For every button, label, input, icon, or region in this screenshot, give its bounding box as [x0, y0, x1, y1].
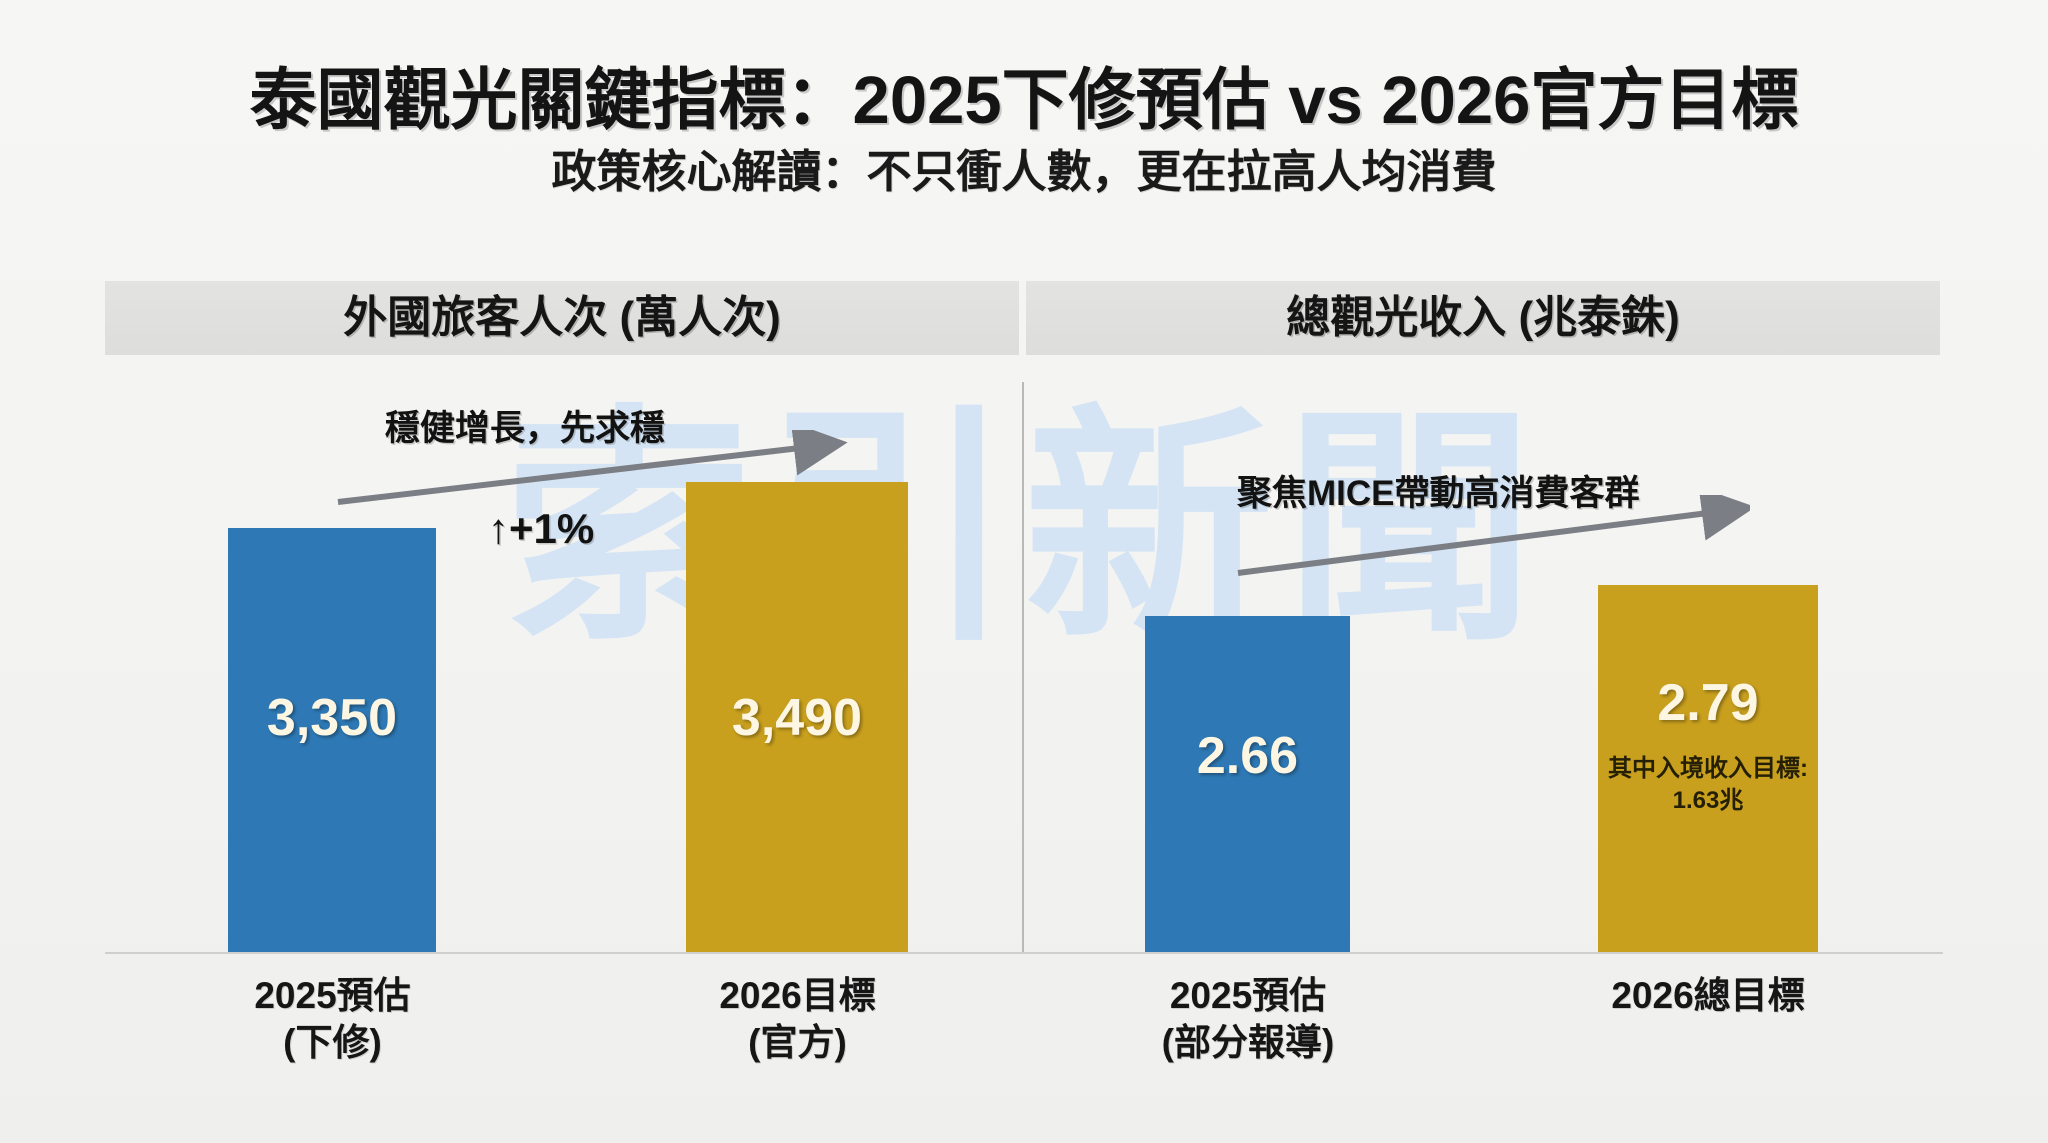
- bar-revenue-2026[interactable]: 2.79 其中入境收入目標: 1.63兆: [1598, 585, 1818, 952]
- bar-fill-gold: [1598, 585, 1818, 952]
- bar-fill-gold: [686, 482, 908, 952]
- panel-title-revenue: 總觀光收入 (兆泰銖): [1286, 293, 1680, 342]
- bar-value-label: 2.66: [1196, 727, 1299, 785]
- xaxis-label-revenue-2025: 2025預估 (部分報導): [1161, 975, 1335, 1064]
- bar-fill-blue: [228, 528, 436, 952]
- bar-visitors-2026[interactable]: 3,490: [686, 482, 908, 952]
- bar-value-label: 3,350: [266, 689, 398, 747]
- page-title: 泰國觀光關鍵指標：2025下修預估 vs 2026官方目標: [249, 63, 1799, 138]
- bar-note-inbound-target: 其中入境收入目標: 1.63兆: [1608, 755, 1808, 815]
- page-subtitle: 政策核心解讀：不只衝人數，更在拉高人均消費: [551, 146, 1497, 197]
- bar-visitors-2025[interactable]: 3,350: [228, 528, 436, 952]
- delta-label-plus-one-percent: ↑+1%: [488, 505, 595, 552]
- annotation-mice-focus: 聚焦MICE帶動高消費客群: [1237, 474, 1640, 513]
- panel-header-band-left: 外國旅客人次 (萬人次): [105, 281, 1019, 355]
- chart-baseline: [105, 952, 1943, 954]
- bar-fill-blue: [1145, 616, 1350, 952]
- panel-divider: [1022, 382, 1024, 954]
- panel-header-band-right: 總觀光收入 (兆泰銖): [1026, 281, 1940, 355]
- panel-title-visitors: 外國旅客人次 (萬人次): [343, 293, 781, 342]
- xaxis-label-visitors-2025: 2025預估 (下修): [254, 975, 411, 1064]
- annotation-steady-growth: 穩健增長，先求穩: [385, 409, 666, 448]
- bar-value-label: 2.79: [1657, 674, 1759, 732]
- bar-revenue-2025[interactable]: 2.66: [1145, 616, 1350, 952]
- xaxis-label-visitors-2026: 2026目標 (官方): [719, 975, 876, 1064]
- bar-value-label: 3,490: [731, 689, 863, 747]
- xaxis-label-revenue-2026: 2026總目標: [1611, 975, 1805, 1016]
